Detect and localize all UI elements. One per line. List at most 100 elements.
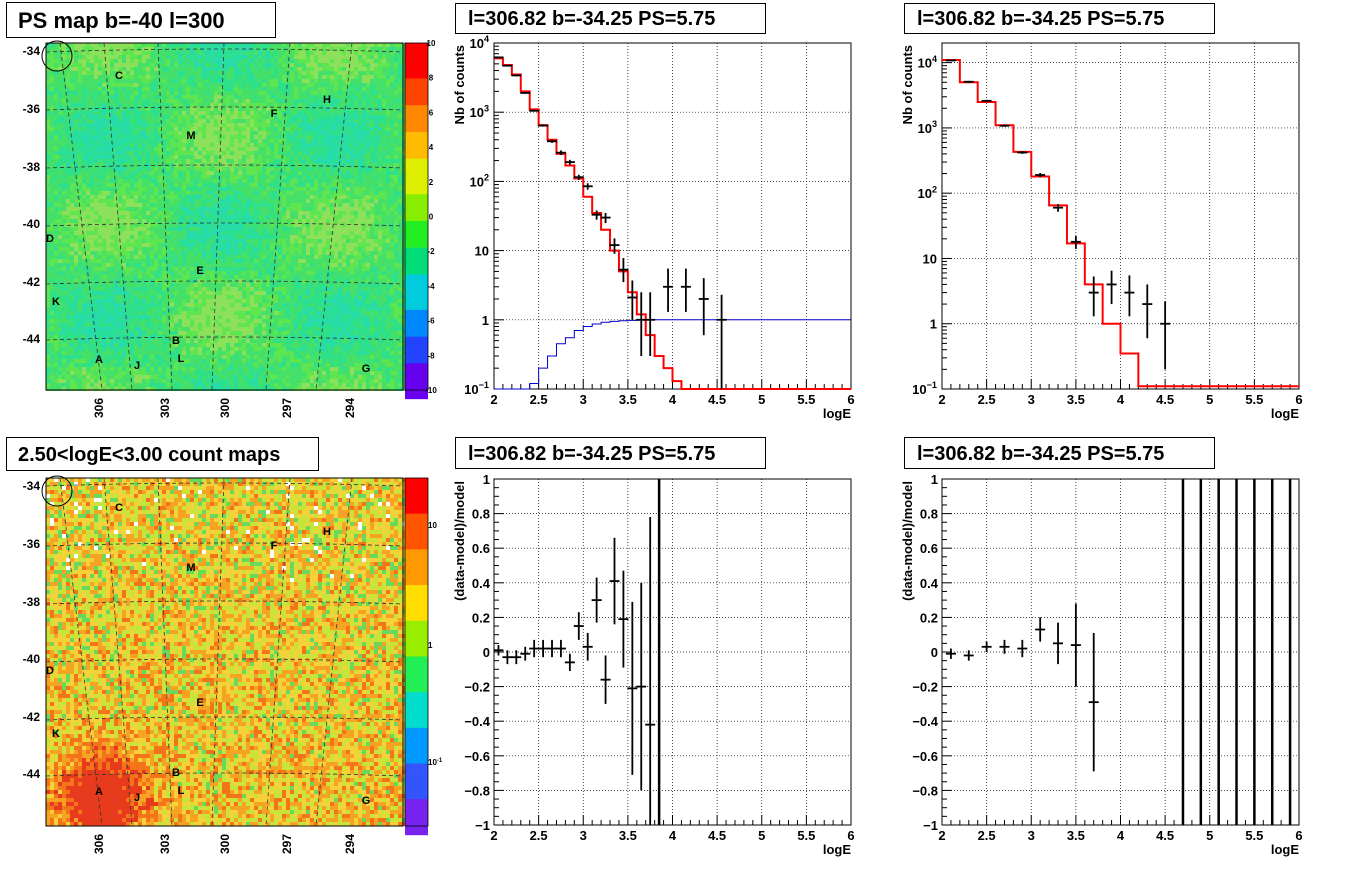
- colorbar-frame: [404, 42, 429, 391]
- plot-grid: [494, 479, 851, 825]
- y-tick-label: −0.8: [912, 783, 938, 798]
- source-circle: [41, 475, 73, 507]
- colorbar-tick-label: -10: [425, 386, 437, 395]
- y-axis-label: Nb of counts: [452, 45, 467, 124]
- x-tick-label: 306: [92, 398, 106, 418]
- colorbar: [405, 43, 428, 400]
- colorbar-tick-label: 4: [429, 143, 434, 152]
- source-label-l: L: [178, 353, 185, 365]
- source-label-j: J: [134, 792, 140, 804]
- plot-grid: [494, 43, 851, 389]
- y-tick-label: -42: [23, 275, 41, 289]
- x-tick-label: 4: [669, 392, 677, 407]
- y-tick-label: −0.6: [912, 749, 938, 764]
- y-tick-label: -44: [23, 767, 41, 781]
- x-tick-label: 300: [218, 834, 232, 854]
- series-step-line-1: [494, 319, 851, 390]
- y-tick-label: 1: [930, 317, 937, 332]
- colorbar-tick-label: 8: [429, 74, 434, 83]
- x-tick-label: 5: [1206, 392, 1213, 407]
- x-tick-label: 5.5: [797, 392, 815, 407]
- x-tick-label: 2.5: [978, 828, 996, 843]
- source-label-l: L: [178, 785, 185, 797]
- colorbar-tick-label: -6: [427, 317, 435, 326]
- source-label-f: F: [271, 108, 278, 120]
- y-tick-label: -42: [23, 710, 41, 724]
- x-tick-label: 2.5: [530, 392, 548, 407]
- colorbar-tick-label: 2: [429, 178, 434, 187]
- residual-title-right: l=306.82 b=-34.25 PS=5.75: [904, 437, 1215, 469]
- x-tick-label: 4.5: [708, 392, 726, 407]
- count-map-plot: -34 -36 -38 -40 -42 -44 306 303 300 297 294 C H F M D E K…: [23, 475, 443, 854]
- series-step-line-0: [494, 57, 851, 390]
- source-label-f: F: [271, 540, 278, 552]
- y-tick-label: 0.4: [472, 576, 491, 591]
- x-tick-label: 5: [758, 828, 765, 843]
- source-label-d: D: [46, 233, 54, 245]
- colorbar-tick-label: 1: [428, 641, 433, 650]
- source-label-h: H: [323, 94, 331, 106]
- residual-panel-right: 2 2.5 3 3.5 4 4.5 5 5.5 6 logE −1 −0.8 −0.6 −0.4 −0.2 0…: [899, 436, 1348, 871]
- y-tick-label: -44: [23, 332, 41, 346]
- x-tick-label: 2: [490, 828, 497, 843]
- y-tick-label: 1: [482, 313, 489, 328]
- map-graticule: [45, 42, 404, 391]
- x-tick-label: 5.5: [1245, 828, 1263, 843]
- x-axis-label: logE: [823, 406, 851, 421]
- y-tick-label: -36: [23, 102, 41, 116]
- count-map-panel: -34 -36 -38 -40 -42 -44 306 303 300 297 294 C H F M D E K…: [0, 436, 450, 871]
- source-label-d: D: [46, 665, 54, 677]
- source-label-e: E: [196, 697, 203, 709]
- map-graticule: [45, 477, 404, 827]
- data-points: [945, 479, 1292, 825]
- y-tick-label: 0.6: [920, 541, 938, 556]
- x-tick-label: 6: [1295, 828, 1302, 843]
- y-tick-label: 0.2: [920, 610, 938, 625]
- source-label-k: K: [52, 728, 60, 740]
- y-tick-label: -38: [23, 160, 41, 174]
- source-label-j: J: [134, 360, 140, 372]
- series-step-line-0: [942, 58, 1299, 388]
- x-tick-label: 2: [490, 392, 497, 407]
- y-tick-label: -40: [23, 217, 41, 231]
- source-label-m: M: [186, 130, 195, 142]
- y-tick-label: −0.4: [464, 714, 490, 729]
- y-axis-label: Nb of counts: [900, 45, 915, 124]
- y-tick-label: 10−1: [912, 380, 937, 397]
- map-heatmap: [46, 478, 406, 826]
- y-tick-label: 102: [917, 184, 937, 201]
- x-tick-label: 300: [218, 398, 232, 418]
- x-tick-label: 297: [280, 398, 294, 418]
- x-tick-label: 4: [669, 828, 677, 843]
- x-tick-label: 3: [1028, 392, 1035, 407]
- x-ticks: [493, 379, 852, 389]
- y-tick-label: 10−1: [464, 380, 489, 397]
- y-tick-label: −1: [475, 818, 490, 833]
- x-axis-label: logE: [1271, 406, 1299, 421]
- y-tick-label: 10: [923, 251, 937, 266]
- spectrum-title-middle: l=306.82 b=-34.25 PS=5.75: [455, 3, 766, 34]
- x-tick-label: 5.5: [797, 828, 815, 843]
- x-tick-label: 294: [343, 398, 357, 418]
- y-tick-label: −0.4: [912, 714, 938, 729]
- colorbar-tick-label: 10: [427, 39, 436, 48]
- x-tick-label: 2: [938, 828, 945, 843]
- y-tick-label: 0.2: [472, 610, 490, 625]
- residual-panel-middle: 2 2.5 3 3.5 4 4.5 5 5.5 6 logE −1 −0.8 −0.6 −0.4 −0.2 0…: [450, 436, 899, 871]
- colorbar-tick-label: -8: [427, 351, 435, 360]
- source-label-b: B: [172, 767, 180, 779]
- colorbar-tick-label: 6: [429, 108, 434, 117]
- spectrum-panel-middle: 2 2.5 3 3.5 4 4.5 5 5.5 6 logE 10−1 1 10 102 103 104 Nb …: [450, 0, 899, 432]
- x-tick-label: 5.5: [1245, 392, 1263, 407]
- y-tick-label: -34: [23, 44, 41, 58]
- x-tick-label: 5: [758, 392, 765, 407]
- y-tick-label: 103: [917, 119, 937, 136]
- colorbar-tick-label: -4: [427, 282, 435, 291]
- x-tick-label: 3.5: [1067, 392, 1085, 407]
- y-ticks: [494, 478, 504, 826]
- y-tick-label: −0.2: [912, 680, 938, 695]
- x-ticks: [493, 815, 852, 825]
